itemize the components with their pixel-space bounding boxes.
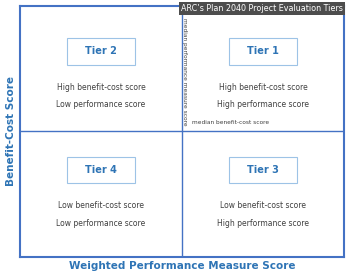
Text: High performance score: High performance score: [217, 101, 309, 109]
Text: High benefit-cost score: High benefit-cost score: [219, 83, 308, 92]
Text: Tier 4: Tier 4: [85, 165, 117, 175]
Text: Low performance score: Low performance score: [56, 219, 146, 228]
Text: Low performance score: Low performance score: [56, 101, 146, 109]
Text: Tier 3: Tier 3: [247, 165, 279, 175]
FancyBboxPatch shape: [229, 38, 298, 65]
Text: ARC’s Plan 2040 Project Evaluation Tiers: ARC’s Plan 2040 Project Evaluation Tiers: [181, 4, 343, 13]
Text: median benefit-cost score: median benefit-cost score: [192, 120, 269, 125]
FancyBboxPatch shape: [229, 157, 298, 183]
Y-axis label: Benefit-Cost Score: Benefit-Cost Score: [6, 76, 15, 186]
Text: Tier 2: Tier 2: [85, 47, 117, 57]
Text: High benefit-cost score: High benefit-cost score: [57, 83, 145, 92]
FancyBboxPatch shape: [67, 157, 135, 183]
Text: median performance measure score: median performance measure score: [182, 18, 187, 126]
FancyBboxPatch shape: [67, 38, 135, 65]
Text: High performance score: High performance score: [217, 219, 309, 228]
X-axis label: Weighted Performance Measure Score: Weighted Performance Measure Score: [69, 261, 295, 271]
Text: Tier 1: Tier 1: [247, 47, 279, 57]
Text: Low benefit-cost score: Low benefit-cost score: [220, 201, 306, 210]
Text: Low benefit-cost score: Low benefit-cost score: [58, 201, 144, 210]
